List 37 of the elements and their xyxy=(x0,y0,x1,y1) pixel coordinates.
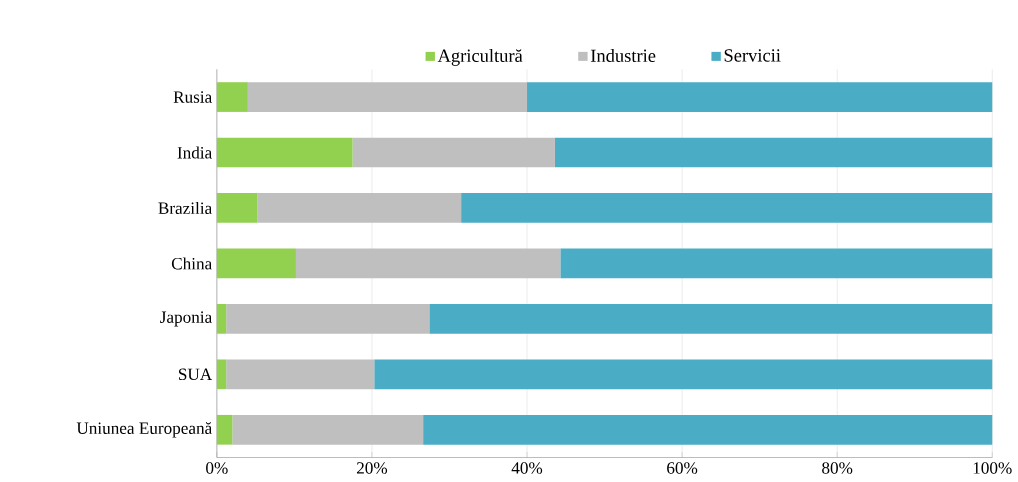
bar xyxy=(257,192,462,223)
x-tick-label: 40% xyxy=(511,462,543,474)
bar xyxy=(216,82,248,112)
bar xyxy=(374,359,993,390)
x-tick-label: 80% xyxy=(822,462,853,474)
bar xyxy=(295,248,561,279)
x-tick-label: 20% xyxy=(356,462,388,474)
y-tick-label: China xyxy=(171,257,212,270)
y-tick-label: Uniunea Europeană xyxy=(76,421,212,438)
legend-label: Servicii xyxy=(724,49,781,62)
bar xyxy=(232,414,424,445)
y-tick-label: SUA xyxy=(179,368,213,380)
x-tick-label: 100% xyxy=(973,462,1012,474)
y-tick-label: Rusia xyxy=(173,91,212,103)
bar xyxy=(554,137,993,168)
x-tick-label: 0% xyxy=(206,462,228,474)
x-tick-label: 60% xyxy=(667,462,698,474)
bar xyxy=(423,414,993,445)
bar xyxy=(247,82,528,112)
y-tick-label: India xyxy=(177,146,212,159)
bar xyxy=(461,192,993,223)
y-tick-label: Japonia xyxy=(160,311,212,327)
bar xyxy=(216,192,258,223)
bar xyxy=(226,303,430,334)
bar xyxy=(216,414,233,445)
legend-label: Agricultură xyxy=(437,48,523,66)
legend-label: Industrie xyxy=(590,48,656,62)
bar xyxy=(527,82,993,112)
bar xyxy=(216,248,296,279)
y-tick-label: Brazilia xyxy=(158,201,212,214)
bar xyxy=(216,359,227,390)
bar xyxy=(226,359,375,390)
bar xyxy=(216,303,227,334)
bar xyxy=(216,137,353,168)
bar xyxy=(560,248,993,279)
bar xyxy=(352,137,555,168)
bar xyxy=(429,303,993,334)
